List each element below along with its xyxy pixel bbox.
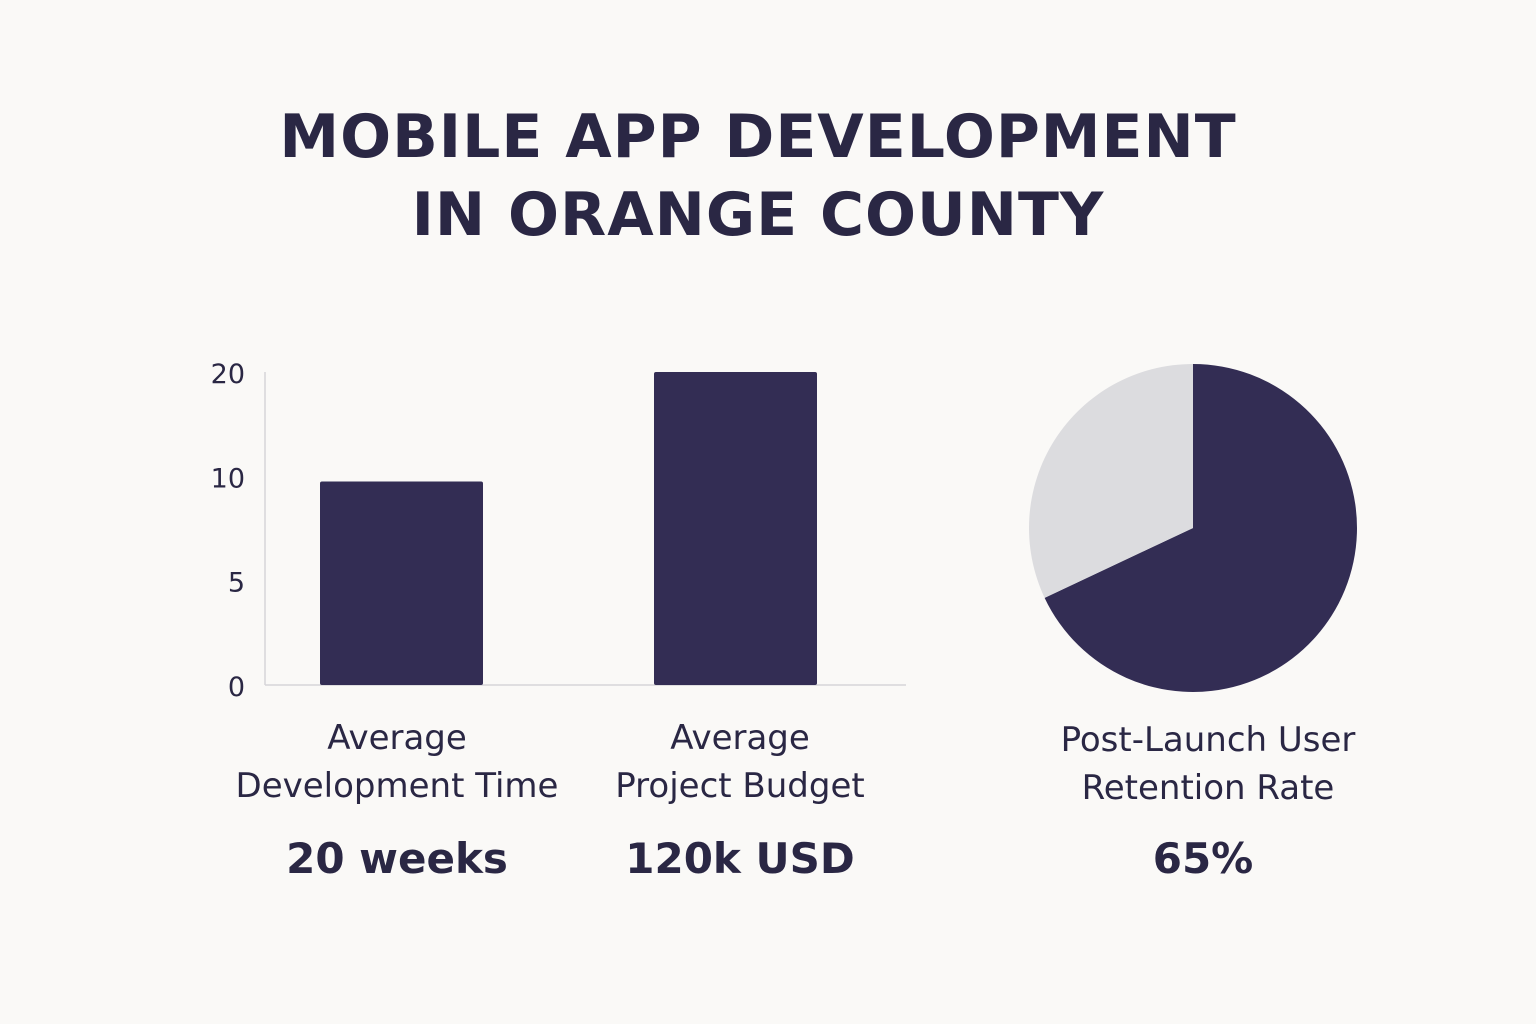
y-tick-label: 20 [211, 359, 245, 390]
bar-2 [654, 372, 817, 685]
retention-label: Post-Launch User Retention Rate [1008, 716, 1408, 812]
bar-1 [320, 481, 483, 685]
pie-slice-retention [1044, 364, 1357, 692]
dev-time-value: 20 weeks [286, 834, 508, 883]
bar-chart: 0 5 10 20 [211, 359, 906, 703]
pie-slice-remainder [1029, 364, 1193, 598]
title-line-2: IN ORANGE COUNTY [411, 180, 1105, 250]
chart-title: MOBILE APP DEVELOPMENT IN ORANGE COUNTY [0, 98, 1516, 254]
dev-time-label: Average Development Time [217, 714, 577, 810]
dev-time-label-line-2: Development Time [235, 766, 559, 806]
title-line-1: MOBILE APP DEVELOPMENT [279, 102, 1237, 172]
pie-chart [1029, 364, 1357, 692]
y-tick-label: 10 [211, 463, 245, 494]
y-tick-label: 5 [228, 568, 245, 599]
retention-value: 65% [1152, 834, 1254, 883]
retention-label-line-1: Post-Launch User [1060, 720, 1356, 760]
budget-value: 120k USD [625, 834, 855, 883]
y-tick-label: 0 [228, 672, 245, 703]
retention-label-line-2: Retention Rate [1081, 768, 1335, 808]
dev-time-label-line-1: Average [327, 718, 467, 758]
budget-label-line-1: Average [670, 718, 810, 758]
budget-label-line-2: Project Budget [615, 766, 865, 806]
budget-label: Average Project Budget [570, 714, 910, 810]
